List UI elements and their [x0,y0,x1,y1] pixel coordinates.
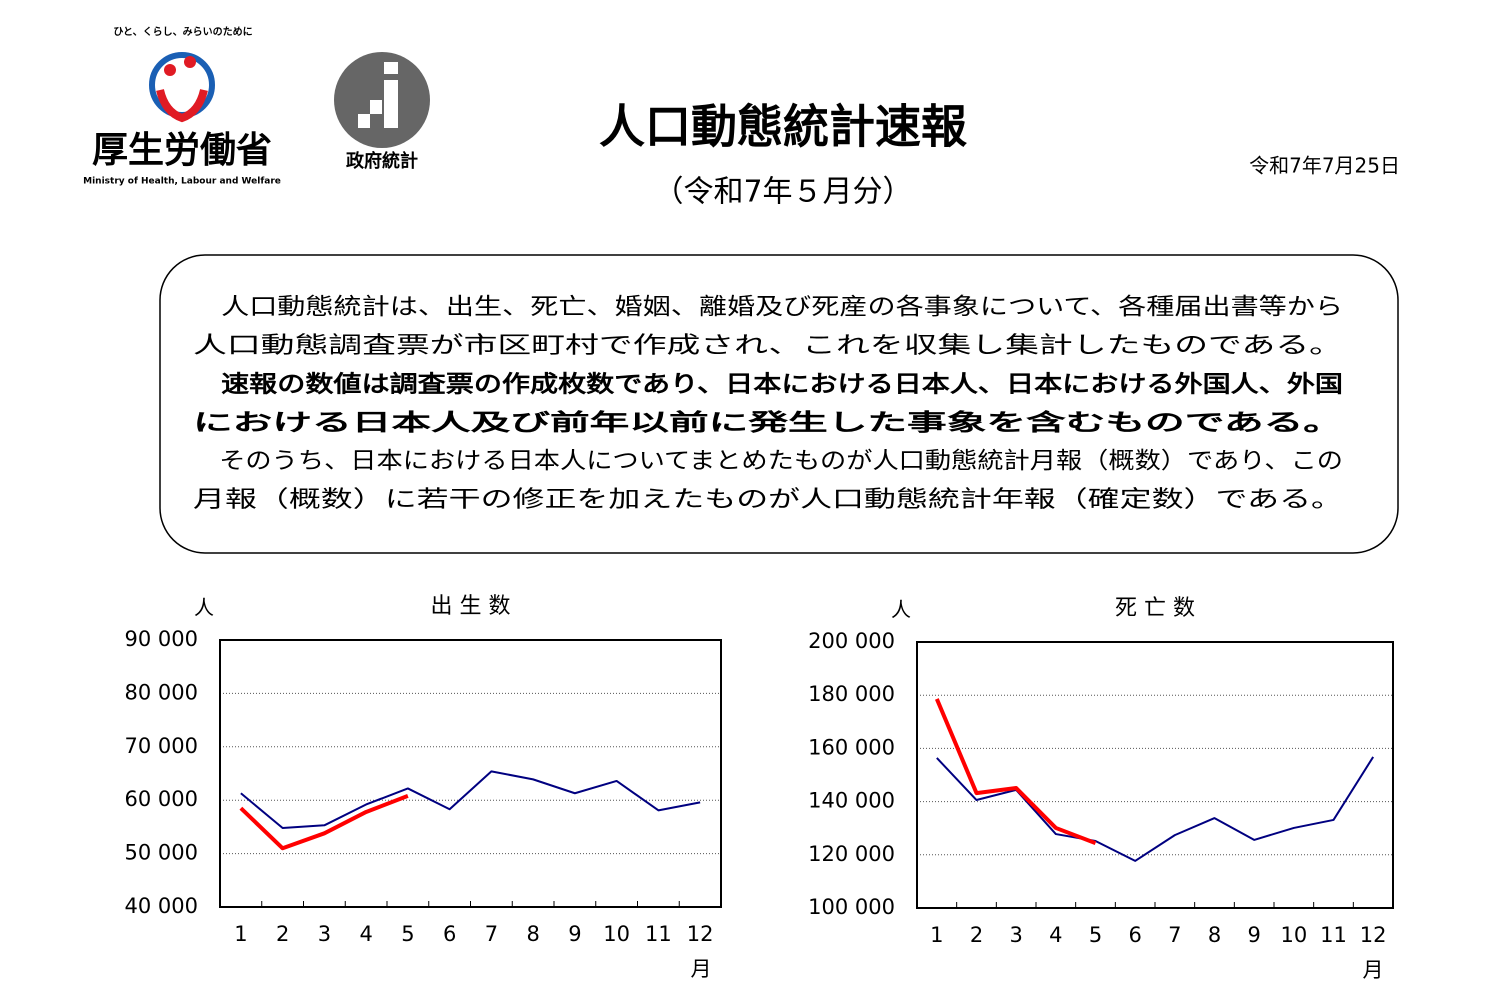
x-tick-label: 2 [970,923,983,947]
series-line [239,794,409,851]
x-tick-label: 8 [526,922,539,946]
x-tick-label: 2 [276,922,289,946]
x-tick-label: 4 [1049,923,1062,947]
y-tick-label: 70 000 [125,734,198,758]
stats-logo-text: 政府統計 [346,150,418,172]
title: 人口動態統計速報 [599,100,967,154]
notice-line: 人口動態調査票が市区町村で作成され、これを収集し集計したものである。 [193,333,1343,359]
y-tick-label: 60 000 [125,787,198,811]
x-tick-label: 3 [318,922,331,946]
y-tick-label: 140 000 [808,789,895,813]
plot-frame [916,641,1394,909]
x-tick-label: 12 [687,922,714,946]
y-tick-label: 180 000 [808,682,895,706]
x-tick-label: 4 [359,922,372,946]
x-unit-label: 月 [691,957,712,981]
plot-frame [219,639,722,908]
y-tick-label: 80 000 [125,680,198,704]
x-tick-label: 12 [1360,923,1387,947]
series-line [240,770,701,829]
notice-line: そのうち、日本における日本人についてまとめたものが人口動態統計月報（概数）であり… [193,448,1343,474]
notice-box [159,254,1399,554]
x-unit-label: 月 [1363,958,1384,982]
x-tick-label: 7 [1168,923,1181,947]
x-tick-label: 11 [645,922,672,946]
ministry-logo [149,52,215,123]
x-tick-label: 6 [443,922,456,946]
x-tick-label: 5 [1089,923,1102,947]
notice-line: 速報の数値は調査票の作成枚数であり、日本における日本人、日本における外国人、外国 [193,371,1343,398]
notice-line: における日本人及び前年以前に発生した事象を含むものである。 [193,409,1343,436]
chart-title: 出 生 数 [431,594,511,619]
x-tick-label: 3 [1009,923,1022,947]
subtitle: （令和7年５月分） [653,175,912,210]
x-tick-label: 8 [1208,923,1221,947]
ministry-name-en: Ministry of Health, Labour and Welfare [83,177,281,187]
chart-title: 死 亡 数 [1115,596,1195,621]
y-tick-label: 90 000 [125,627,198,651]
notice-line: 月報（概数）に若干の修正を加えたものが人口動態統計年報（確定数）である。 [193,487,1343,513]
y-unit-label: 人 [891,598,911,622]
y-tick-label: 160 000 [808,735,895,759]
y-tick-label: 100 000 [808,895,895,919]
series-line [936,756,1375,862]
y-tick-label: 200 000 [808,629,895,653]
x-tick-label: 10 [1280,923,1307,947]
tagline: ひと、くらし、みらいのために [113,26,252,38]
series-line [934,698,1097,845]
x-tick-label: 1 [234,922,247,946]
x-tick-label: 6 [1128,923,1141,947]
x-tick-label: 5 [401,922,414,946]
y-tick-label: 120 000 [808,842,895,866]
ministry-name: 厚生労働省 [92,130,272,171]
x-tick-label: 1 [930,923,943,947]
x-tick-label: 11 [1320,923,1347,947]
y-unit-label: 人 [194,596,214,620]
x-tick-label: 10 [603,922,630,946]
y-tick-label: 50 000 [125,841,198,865]
notice-line: 人口動態統計は、出生、死亡、婚姻、離婚及び死産の各事象について、各種届出書等から [193,294,1343,320]
x-tick-label: 7 [485,922,498,946]
date: 令和7年7月25日 [1249,154,1400,178]
y-tick-label: 40 000 [125,894,198,918]
stats-logo [334,52,430,148]
x-tick-label: 9 [568,922,581,946]
notice: 人口動態統計は、出生、死亡、婚姻、離婚及び死産の各事象について、各種届出書等から… [193,294,1343,513]
x-tick-label: 9 [1247,923,1260,947]
